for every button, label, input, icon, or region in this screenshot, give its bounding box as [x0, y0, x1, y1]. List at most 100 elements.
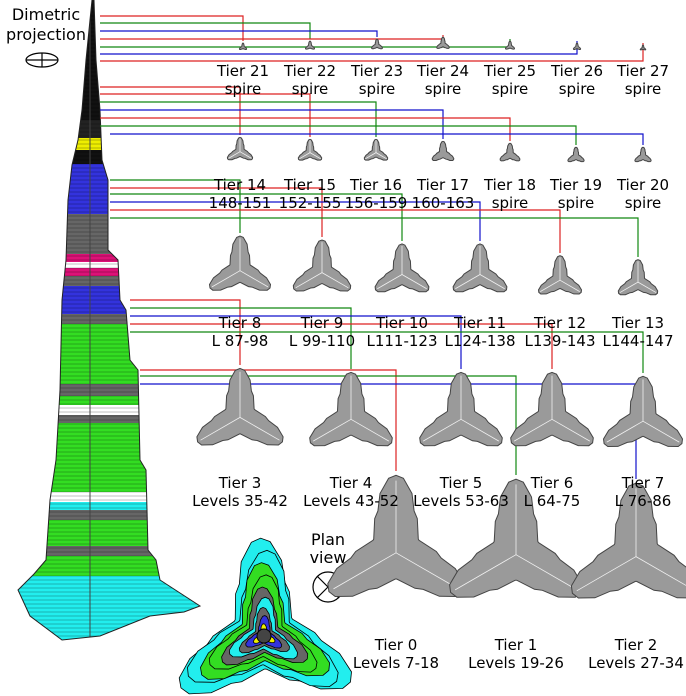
tier-range-t4: Levels 43-52 [303, 492, 399, 510]
floor-plate-t7 [602, 375, 684, 448]
floor-plate-t13 [617, 259, 659, 296]
dimetric-axis-icon [25, 52, 59, 68]
tier-label-t10: Tier 10 [375, 314, 428, 332]
tier-range-t8: L 87-98 [212, 332, 269, 350]
tier-range-t7: L 76-86 [615, 492, 672, 510]
tier-range-t2: Levels 27-34 [588, 654, 684, 672]
floor-plate-t4 [309, 371, 393, 447]
floor-plate-t20 [634, 146, 652, 163]
tier-range-t21: spire [225, 80, 262, 98]
dimetric-heading-line1: Dimetric [12, 5, 80, 24]
floor-plate-t10 [374, 243, 430, 293]
tower-dimetric-view [17, 0, 202, 641]
tier-label-t22: Tier 22 [283, 62, 336, 80]
floor-plate-t22 [304, 40, 316, 50]
tier-range-t12: L139-143 [524, 332, 595, 350]
leader-line-t14 [100, 86, 241, 135]
tier-range-t18: spire [492, 194, 529, 212]
tier-range-t22: spire [292, 80, 329, 98]
leader-line-t12 [110, 209, 561, 253]
plan-heading-line1: Plan [311, 530, 345, 549]
tier-label-t25: Tier 25 [483, 62, 536, 80]
floor-plate-t14 [226, 136, 254, 161]
tier-label-t6: Tier 6 [530, 474, 574, 492]
leader-line-t22 [100, 22, 311, 39]
tier-label-t13: Tier 13 [611, 314, 664, 332]
tier-label-t14: Tier 14 [213, 176, 266, 194]
tier-range-t16: 156-159 [345, 194, 408, 212]
tier-range-t0: Levels 7-18 [353, 654, 439, 672]
leader-line-t18 [100, 117, 511, 141]
tier-label-t24: Tier 24 [416, 62, 469, 80]
plan-view-footprint [178, 537, 352, 695]
tier-label-t27: Tier 27 [616, 62, 669, 80]
leader-line-t21 [100, 15, 244, 41]
tier-label-t3: Tier 3 [218, 474, 262, 492]
tier-range-t26: spire [559, 80, 596, 98]
leader-line-t10 [110, 193, 403, 241]
tier-label-t5: Tier 5 [439, 474, 483, 492]
leader-line-t20 [110, 133, 644, 145]
tier-range-t19: spire [558, 194, 595, 212]
floor-plates [196, 36, 686, 599]
tier-range-t15: 152-155 [279, 194, 342, 212]
tier-label-t26: Tier 26 [550, 62, 603, 80]
tier-range-t20: spire [625, 194, 662, 212]
leader-line-t9 [110, 187, 323, 237]
tier-range-t17: 160-163 [412, 194, 475, 212]
tier-range-t23: spire [359, 80, 396, 98]
tier-range-t9: L 99-110 [289, 332, 355, 350]
tier-label-t8: Tier 8 [218, 314, 262, 332]
tier-label-t17: Tier 17 [416, 176, 469, 194]
tier-range-t6: L 64-75 [524, 492, 581, 510]
floor-plate-t3 [196, 367, 284, 446]
tier-label-t21: Tier 21 [216, 62, 269, 80]
floor-plate-t8 [208, 235, 272, 291]
tier-label-t12: Tier 12 [533, 314, 586, 332]
tier-range-t3: Levels 35-42 [192, 492, 288, 510]
leader-line-t0 [140, 369, 397, 471]
tier-label-t9: Tier 9 [300, 314, 344, 332]
floor-plate-t2 [570, 482, 686, 599]
floor-plate-t9 [292, 239, 352, 292]
tier-range-t1: Levels 19-26 [468, 654, 564, 672]
tier-label-t19: Tier 19 [549, 176, 602, 194]
floor-plate-t27 [639, 44, 647, 51]
tier-range-t13: L144-147 [602, 332, 673, 350]
leader-line-t11 [110, 201, 481, 241]
leader-line-t8 [110, 179, 241, 233]
tier-range-t14: 148-151 [209, 194, 272, 212]
tier-range-t24: spire [425, 80, 462, 98]
leader-line-t27 [100, 43, 644, 62]
tier-label-t0: Tier 0 [374, 636, 418, 654]
floor-plate-t18 [499, 142, 521, 162]
floor-plate-t12 [537, 255, 583, 295]
leader-line-t4 [130, 307, 352, 369]
plan-heading-line2: view [310, 548, 347, 567]
tier-range-t5: Levels 53-63 [413, 492, 509, 510]
floor-plate-t26 [572, 42, 582, 50]
tier-label-t15: Tier 15 [283, 176, 336, 194]
tier-range-t11: L124-138 [444, 332, 515, 350]
tier-label-t11: Tier 11 [453, 314, 506, 332]
floor-plate-t15 [297, 138, 323, 161]
tier-label-t7: Tier 7 [621, 474, 665, 492]
tier-range-t25: spire [492, 80, 529, 98]
floor-plate-t5 [419, 371, 503, 447]
leader-line-t6 [130, 323, 553, 369]
floor-plate-t16 [363, 138, 389, 161]
leader-line-t16 [100, 101, 377, 137]
tier-range-t10: L111-123 [366, 332, 437, 350]
leader-line-t24 [100, 35, 444, 40]
floor-plate-t19 [567, 146, 585, 163]
plan-spire-core [256, 628, 272, 644]
leader-line-t3 [130, 299, 241, 365]
floor-plate-t23 [371, 38, 383, 50]
tier-label-t20: Tier 20 [616, 176, 669, 194]
leader-line-t15 [100, 93, 311, 137]
tier-label-t23: Tier 23 [350, 62, 403, 80]
tier-range-t27: spire [625, 80, 662, 98]
floor-plate-t11 [452, 243, 508, 293]
